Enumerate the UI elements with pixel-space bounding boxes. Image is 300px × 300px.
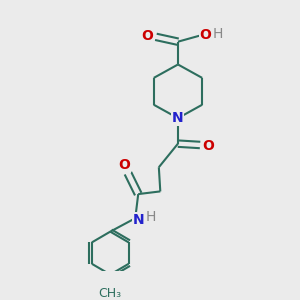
Text: CH₃: CH₃ bbox=[99, 287, 122, 300]
Text: O: O bbox=[202, 139, 214, 152]
Text: N: N bbox=[172, 111, 184, 125]
Text: H: H bbox=[212, 27, 223, 40]
Text: O: O bbox=[118, 158, 130, 172]
Text: O: O bbox=[200, 28, 212, 42]
Text: O: O bbox=[142, 29, 154, 43]
Text: N: N bbox=[132, 213, 144, 226]
Text: H: H bbox=[146, 210, 156, 224]
